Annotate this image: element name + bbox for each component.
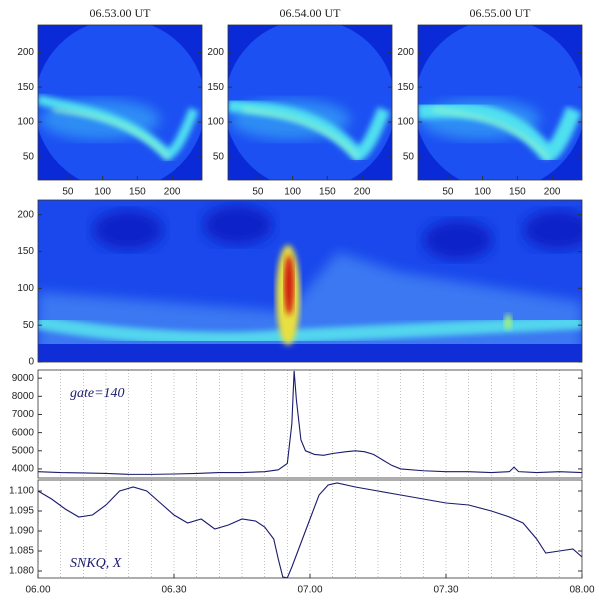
y-tick-label: 200 xyxy=(17,47,34,58)
panel: 0 50 100 150 200 xyxy=(17,199,583,368)
panel: gate=140 4000 5000 6000 7000 8000 9000 xyxy=(12,369,583,479)
frame xyxy=(37,24,203,181)
x-tick-label: 06.00 xyxy=(25,585,50,596)
y-tick-label: 150 xyxy=(397,82,414,93)
x-tick-label: 50 xyxy=(442,187,454,198)
series-line xyxy=(38,370,582,475)
aurora-core xyxy=(242,108,360,160)
x-tick-label: 100 xyxy=(94,187,111,198)
y-tick-label: 50 xyxy=(23,152,35,163)
panel-title: 06.53.00 UT xyxy=(90,6,152,20)
y-tick-label: 4000 xyxy=(12,464,35,475)
aurora-band xyxy=(38,94,199,162)
panel: 06.53.00 UT 50 100 150 200 50 100 150 200 xyxy=(17,6,203,198)
y-tick-label: 100 xyxy=(207,117,224,128)
frame xyxy=(227,24,393,181)
y-tick-label: 50 xyxy=(23,320,35,331)
y-tick-label: 1.095 xyxy=(9,506,34,517)
x-tick-label: 150 xyxy=(319,187,336,198)
y-tick-label: 6000 xyxy=(12,427,35,438)
aurora-band xyxy=(418,102,582,166)
x-tick-label: 08.00 xyxy=(569,585,594,596)
x-tick-label: 100 xyxy=(474,187,491,198)
annotation: gate=140 xyxy=(70,386,125,401)
panel: 06.55.00 UT 50 100 150 200 50 100 150 200 xyxy=(397,6,583,198)
y-tick-label: 150 xyxy=(17,246,34,257)
y-tick-label: 8000 xyxy=(12,391,35,402)
plot-area xyxy=(418,25,582,180)
y-tick-label: 1.085 xyxy=(9,546,34,557)
event-core xyxy=(284,255,294,315)
y-tick-label: 150 xyxy=(207,82,224,93)
y-tick-label: 9000 xyxy=(12,373,35,384)
y-tick-label: 200 xyxy=(397,47,414,58)
x-tick-label: 07.30 xyxy=(433,585,458,596)
series-line xyxy=(38,482,582,578)
y-tick-label: 50 xyxy=(403,152,415,163)
y-tick-label: 100 xyxy=(17,117,34,128)
x-tick-label: 150 xyxy=(129,187,146,198)
plot-area xyxy=(228,25,392,180)
late-spot xyxy=(504,314,512,330)
y-tick-label: 150 xyxy=(17,82,34,93)
frame xyxy=(37,369,583,479)
plot-area xyxy=(38,200,582,362)
y-tick-label: 1.100 xyxy=(9,486,34,497)
y-tick-label: 1.090 xyxy=(9,526,34,537)
x-tick-label: 100 xyxy=(284,187,301,198)
x-tick-label: 200 xyxy=(354,187,371,198)
y-tick-label: 200 xyxy=(207,47,224,58)
panel-title: 06.55.00 UT xyxy=(470,6,532,20)
y-tick-label: 5000 xyxy=(12,445,35,456)
annotation: SNKQ, X xyxy=(70,556,122,571)
bottom-band xyxy=(38,344,582,362)
dark-patch xyxy=(523,210,582,250)
y-tick-label: 50 xyxy=(213,152,225,163)
y-tick-label: 1.080 xyxy=(9,566,34,577)
dark-patch xyxy=(423,220,493,260)
x-tick-label: 200 xyxy=(164,187,181,198)
panel: 06.54.00 UT 50 100 150 200 50 100 150 200 xyxy=(207,6,393,198)
panel-title: 06.54.00 UT xyxy=(280,6,342,20)
plot-area xyxy=(38,480,582,578)
aurora-core xyxy=(52,108,170,160)
y-tick-label: 0 xyxy=(28,357,34,368)
x-tick-label: 50 xyxy=(252,187,264,198)
x-tick-label: 07.00 xyxy=(297,585,322,596)
dark-patch xyxy=(203,205,273,245)
y-tick-label: 100 xyxy=(397,117,414,128)
frame xyxy=(417,24,583,181)
aurora-band xyxy=(38,315,582,346)
plot-area xyxy=(38,370,582,478)
aurora-band xyxy=(228,99,391,164)
panel: SNKQ, X 1.080 1.085 1.090 1.095 1.100 06.00 06.… xyxy=(9,479,595,596)
x-tick-label: 50 xyxy=(62,187,74,198)
y-tick-label: 200 xyxy=(17,209,34,220)
dark-patch xyxy=(93,210,163,250)
y-tick-label: 7000 xyxy=(12,409,35,420)
x-tick-label: 200 xyxy=(544,187,561,198)
y-tick-label: 100 xyxy=(17,283,34,294)
frame xyxy=(37,199,583,363)
plot-area xyxy=(38,25,202,180)
x-tick-label: 150 xyxy=(509,187,526,198)
aurora-core xyxy=(432,108,550,160)
x-tick-label: 06.30 xyxy=(161,585,186,596)
